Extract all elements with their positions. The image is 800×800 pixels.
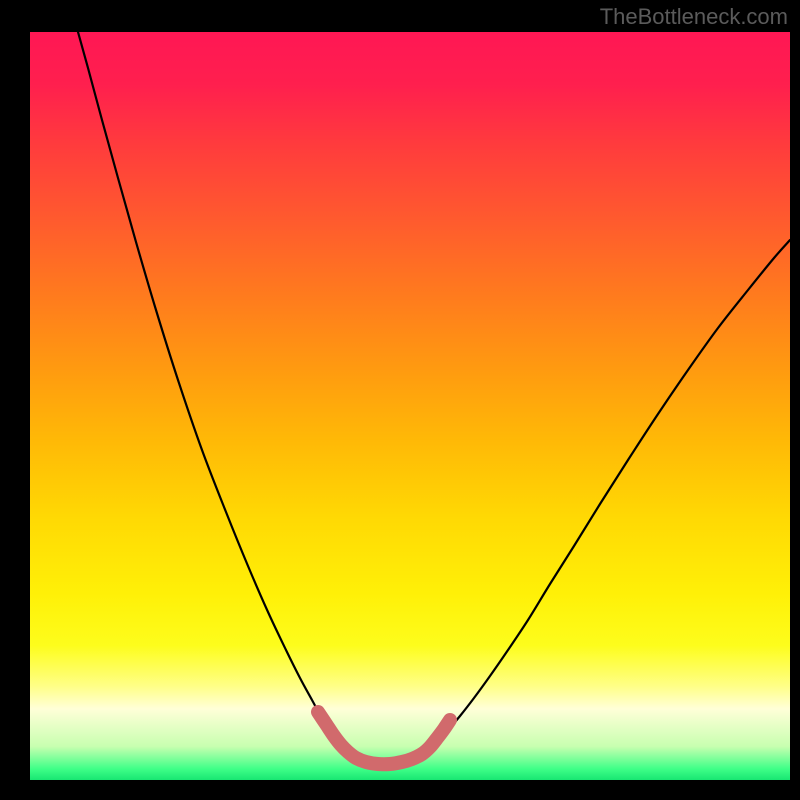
chart-frame: TheBottleneck.com: [0, 0, 800, 800]
gradient-background: [30, 32, 790, 780]
watermark-text: TheBottleneck.com: [600, 4, 788, 30]
plot-area: [30, 32, 790, 780]
chart-svg: [30, 32, 790, 780]
